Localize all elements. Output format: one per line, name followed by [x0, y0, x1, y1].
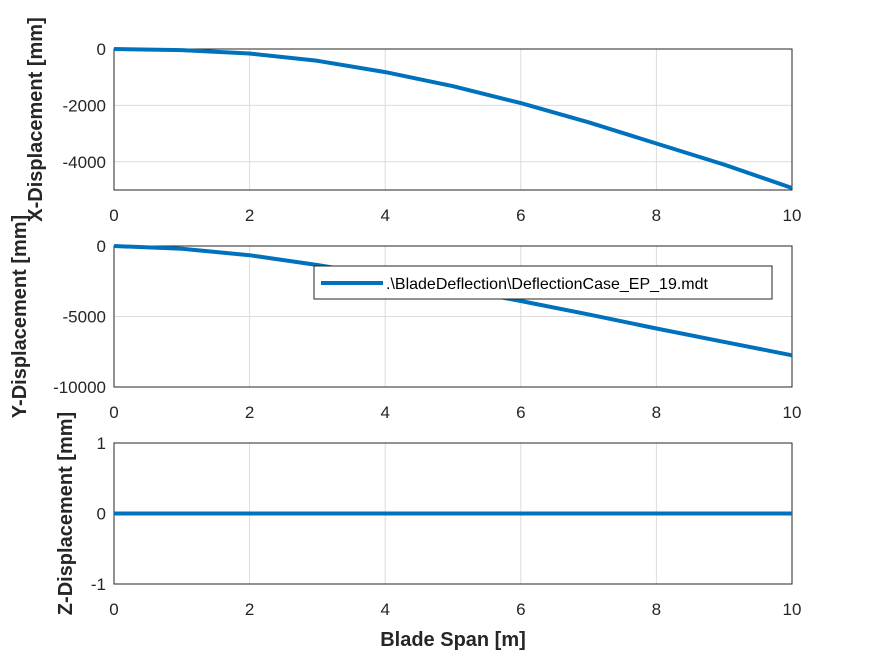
x-displacement-y-tick-label: -2000	[63, 96, 106, 115]
y-displacement-x-tick-label: 6	[516, 403, 525, 422]
z-displacement-y-tick-label: 0	[97, 505, 106, 524]
legend-box	[313, 265, 773, 300]
x-displacement-axes-box	[113, 48, 793, 191]
x-displacement-x-tick-label: 10	[783, 206, 802, 225]
z-displacement-y-tick-label: 1	[97, 434, 106, 453]
y-displacement-x-tick-label: 8	[652, 403, 661, 422]
y-displacement-x-tick-label: 10	[783, 403, 802, 422]
x-displacement-x-tick-label: 0	[109, 206, 118, 225]
x-displacement-ylabel: X-Displacement [mm]	[25, 17, 47, 222]
z-displacement-xlabel: Blade Span [m]	[380, 629, 526, 651]
y-displacement-x-tick-label: 2	[245, 403, 254, 422]
y-displacement-ylabel: Y-Displacement [mm]	[9, 215, 31, 418]
z-displacement-x-tick-label: 0	[109, 600, 118, 619]
legend[interactable]: .\BladeDeflection\DeflectionCase_EP_19.m…	[313, 265, 773, 300]
z-displacement-y-tick-label: -1	[91, 575, 106, 594]
x-displacement-x-tick-label: 6	[516, 206, 525, 225]
x-displacement-axes: 0 2 4 6 8 10 0 -2000 -4000 X-Displacement [mm]	[25, 17, 801, 225]
x-displacement-y-tick-label: -4000	[63, 153, 106, 172]
x-displacement-x-tick-label: 8	[652, 206, 661, 225]
x-displacement-series-line	[113, 47, 793, 190]
y-displacement-y-tick-label: -10000	[53, 378, 106, 397]
y-displacement-y-tick-label: 0	[97, 237, 106, 256]
y-displacement-x-tick-label: 4	[380, 403, 389, 422]
z-displacement-x-tick-label: 2	[245, 600, 254, 619]
y-displacement-x-tick-label: 0	[109, 403, 118, 422]
legend-label: .\BladeDeflection\DeflectionCase_EP_19.m…	[386, 276, 709, 293]
z-displacement-x-tick-label: 10	[783, 600, 802, 619]
x-displacement-y-tick-label: 0	[97, 40, 106, 59]
z-displacement-x-tick-label: 6	[516, 600, 525, 619]
z-displacement-x-tick-label: 8	[652, 600, 661, 619]
x-displacement-x-tick-label: 4	[380, 206, 389, 225]
x-displacement-plot-area	[114, 49, 792, 190]
x-displacement-x-tick-label: 2	[245, 206, 254, 225]
z-displacement-x-tick-label: 4	[380, 600, 389, 619]
y-displacement-y-tick-label: -5000	[63, 308, 106, 327]
z-displacement-ylabel: Z-Displacement [mm]	[55, 412, 77, 615]
y-displacement-axes-box	[113, 245, 793, 388]
